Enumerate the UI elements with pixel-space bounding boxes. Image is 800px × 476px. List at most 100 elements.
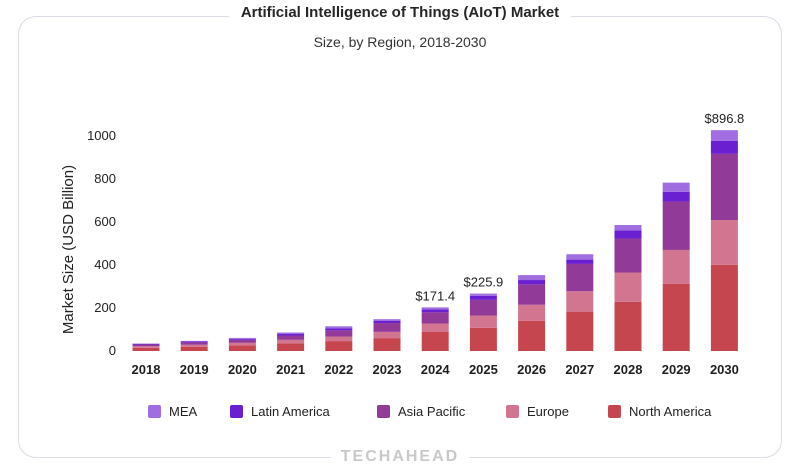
y-tick-label: 800	[94, 171, 116, 186]
brand-logo: TECHAHEAD	[0, 448, 800, 466]
bar-segment-north-america	[325, 341, 353, 351]
chart-title-wrap: Artificial Intelligence of Things (AIoT)…	[0, 4, 800, 22]
chart-subtitle: Size, by Region, 2018-2030	[313, 34, 487, 50]
bar-segment-north-america	[710, 264, 738, 351]
x-tick-label: 2020	[228, 362, 257, 377]
bar-segment-europe	[662, 249, 690, 284]
bar-segment-mea	[662, 182, 690, 192]
legend-label: MEA	[169, 404, 198, 419]
bar-segment-europe	[325, 336, 353, 342]
bar-segment-asia-pacific	[662, 201, 690, 250]
legend-label: Latin America	[251, 404, 331, 419]
x-tick-label: 2028	[614, 362, 643, 377]
data-label: $896.8	[705, 111, 745, 126]
bar-segment-latin-america	[614, 230, 642, 239]
bar-segment-latin-america	[566, 259, 594, 264]
bar-segment-asia-pacific	[710, 153, 738, 221]
bar-segment-mea	[710, 130, 738, 141]
bar-segment-europe	[277, 339, 305, 344]
y-tick-label: 400	[94, 257, 116, 272]
bar-segment-north-america	[469, 327, 497, 351]
brand-wordmark: TECHAHEAD	[330, 448, 470, 466]
bar-segment-north-america	[518, 320, 546, 351]
bar-segment-europe	[373, 331, 401, 339]
legend-swatch	[608, 405, 621, 418]
bar-segment-north-america	[421, 331, 449, 351]
bar-segment-europe	[228, 342, 256, 346]
legend-swatch	[506, 405, 519, 418]
bar-segment-latin-america	[132, 343, 160, 345]
bar-segment-latin-america	[662, 191, 690, 202]
x-tick-label: 2018	[132, 362, 161, 377]
legend-label: Europe	[527, 404, 569, 419]
bar-segment-north-america	[614, 301, 642, 351]
x-tick-label: 2024	[421, 362, 451, 377]
bar-segment-europe	[566, 291, 594, 312]
bar-segment-latin-america	[518, 280, 546, 285]
bar-segment-europe	[518, 304, 546, 321]
bar-segment-mea	[566, 254, 594, 260]
legend-swatch	[230, 405, 243, 418]
bar-segment-asia-pacific	[180, 342, 208, 345]
bar-segment-latin-america	[421, 309, 449, 313]
legend-swatch	[148, 405, 161, 418]
bar-segment-mea	[518, 275, 546, 281]
legend-swatch	[377, 405, 390, 418]
bar-segment-north-america	[566, 311, 594, 351]
data-label: $225.9	[464, 275, 504, 290]
bar-segment-europe	[132, 346, 160, 348]
y-tick-label: 0	[109, 343, 116, 358]
x-tick-label: 2021	[276, 362, 305, 377]
bar-segment-north-america	[228, 345, 256, 351]
bar-segment-europe	[180, 344, 208, 347]
bar-segment-latin-america	[373, 320, 401, 324]
bar-segment-latin-america	[180, 341, 208, 343]
y-tick-label: 1000	[87, 128, 116, 143]
bar-segment-asia-pacific	[518, 284, 546, 305]
bar-segment-mea	[421, 307, 449, 310]
x-tick-label: 2026	[517, 362, 546, 377]
bar-segment-north-america	[662, 283, 690, 351]
bar-segment-latin-america	[710, 140, 738, 154]
x-tick-label: 2030	[710, 362, 739, 377]
legend-label: Asia Pacific	[398, 404, 466, 419]
y-tick-label: 600	[94, 214, 116, 229]
bar-segment-latin-america	[228, 338, 256, 340]
bar-segment-asia-pacific	[228, 339, 256, 343]
bar-segment-mea	[614, 225, 642, 231]
y-axis-label: Market Size (USD Billion)	[60, 165, 77, 334]
bar-segment-mea	[325, 326, 353, 329]
bar-segment-europe	[421, 323, 449, 332]
bar-segment-asia-pacific	[566, 263, 594, 292]
bar-segment-europe	[614, 272, 642, 302]
x-tick-label: 2019	[180, 362, 209, 377]
legend-label: North America	[629, 404, 712, 419]
bar-segment-mea	[228, 337, 256, 339]
bar-segment-asia-pacific	[421, 312, 449, 324]
bar-segment-asia-pacific	[469, 299, 497, 316]
bar-segment-asia-pacific	[277, 335, 305, 340]
chart-title: Artificial Intelligence of Things (AIoT)…	[228, 4, 572, 21]
bar-segment-europe	[710, 220, 738, 265]
x-tick-label: 2023	[373, 362, 402, 377]
bar-segment-mea	[180, 340, 208, 342]
bar-segment-mea	[469, 293, 497, 296]
bar-segment-latin-america	[325, 328, 353, 331]
bar-segment-asia-pacific	[614, 238, 642, 273]
y-tick-label: 200	[94, 300, 116, 315]
bar-segment-north-america	[180, 346, 208, 351]
x-tick-label: 2022	[324, 362, 353, 377]
bar-segment-europe	[469, 315, 497, 328]
bar-segment-mea	[277, 332, 305, 335]
bar-segment-asia-pacific	[132, 344, 160, 347]
bar-segment-north-america	[132, 347, 160, 351]
x-tick-label: 2027	[565, 362, 594, 377]
bar-segment-mea	[373, 319, 401, 321]
bar-segment-north-america	[373, 338, 401, 351]
bar-segment-latin-america	[277, 334, 305, 336]
bar-segment-latin-america	[469, 295, 497, 300]
bar-segment-asia-pacific	[325, 330, 353, 337]
bar-segment-north-america	[277, 343, 305, 351]
data-label: $171.4	[415, 288, 455, 303]
